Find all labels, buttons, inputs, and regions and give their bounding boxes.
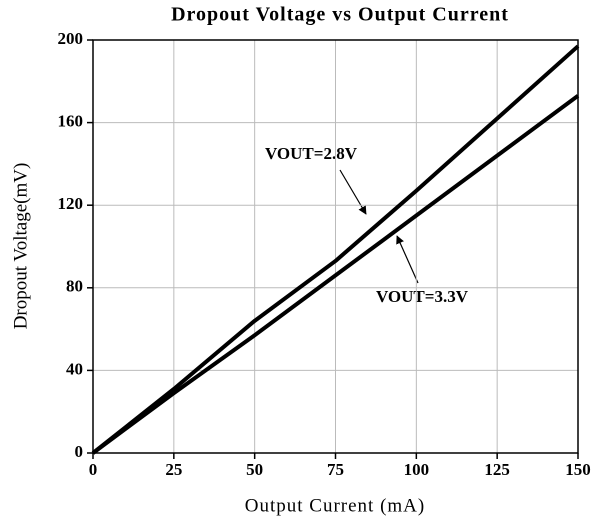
y-tick-label: 0 bbox=[75, 442, 84, 461]
x-tick-label: 125 bbox=[484, 460, 510, 479]
x-tick-label: 25 bbox=[165, 460, 182, 479]
y-tick-label: 80 bbox=[66, 277, 83, 296]
x-tick-label: 0 bbox=[89, 460, 98, 479]
series-line bbox=[91, 94, 580, 455]
x-tick-label: 150 bbox=[565, 460, 591, 479]
plot-frame bbox=[92, 39, 579, 454]
arrow bbox=[396, 235, 419, 284]
x-axis-label: Output Current (mA) bbox=[245, 495, 425, 516]
annotation: VOUT=2.8V bbox=[265, 144, 358, 163]
y-axis-label: Dropout Voltage(mV) bbox=[10, 163, 31, 330]
chart-title: Dropout Voltage vs Output Current bbox=[171, 4, 509, 26]
arrow bbox=[339, 169, 367, 215]
annotation: VOUT=3.3V bbox=[376, 287, 469, 306]
x-tick-label: 50 bbox=[246, 460, 263, 479]
series-line bbox=[91, 44, 580, 455]
y-tick-label: 200 bbox=[58, 29, 84, 48]
y-tick-label: 160 bbox=[58, 112, 84, 131]
x-tick-label: 100 bbox=[404, 460, 430, 479]
x-tick-label: 75 bbox=[327, 460, 344, 479]
y-tick-label: 40 bbox=[66, 359, 83, 378]
y-tick-label: 120 bbox=[58, 194, 84, 213]
